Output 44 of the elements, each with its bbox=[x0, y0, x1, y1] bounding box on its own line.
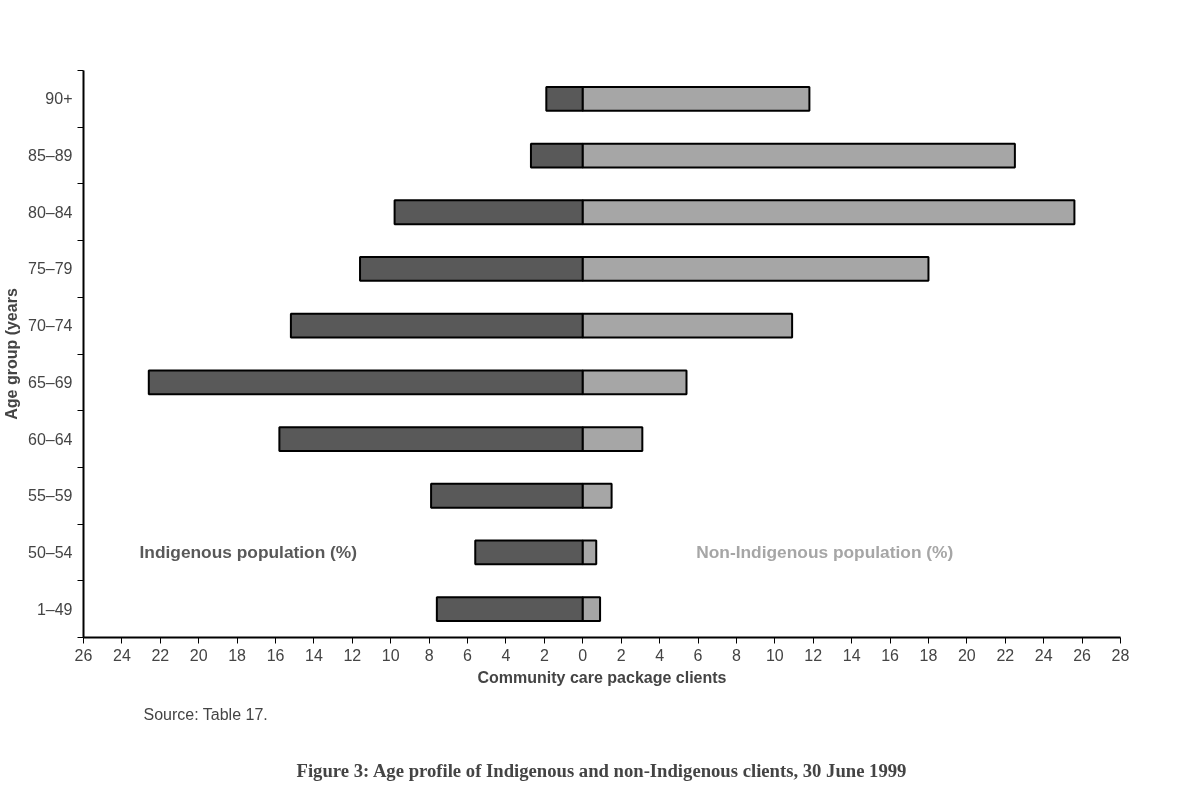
x-tick-label: 12 bbox=[343, 646, 362, 664]
x-tick-label: 6 bbox=[463, 646, 473, 664]
y-axis-title: Age group (years bbox=[3, 288, 21, 420]
x-tick-label: 8 bbox=[731, 646, 741, 664]
x-tick-label: 10 bbox=[765, 646, 784, 664]
y-tick-label: 70–74 bbox=[28, 317, 73, 335]
x-tick-label: 4 bbox=[501, 646, 511, 664]
x-tick-label: 24 bbox=[1034, 646, 1053, 664]
x-tick-label: 22 bbox=[151, 646, 170, 664]
x-tick-label: 18 bbox=[228, 646, 247, 664]
x-tick-label: 10 bbox=[381, 646, 400, 664]
text: Non-Indigenous population (%) bbox=[696, 542, 954, 563]
y-tick-label: 90+ bbox=[45, 90, 73, 108]
x-tick-label: 28 bbox=[1111, 646, 1130, 664]
x-axis-title: Community care package clients bbox=[477, 668, 727, 686]
x-tick-label: 12 bbox=[804, 646, 823, 664]
y-tick-label: 85–89 bbox=[28, 147, 73, 165]
x-tick-label: 20 bbox=[957, 646, 976, 664]
text: Indigenous population (%) bbox=[139, 542, 358, 563]
y-tick-label: 50–54 bbox=[28, 543, 73, 561]
x-tick-label: 26 bbox=[1073, 646, 1092, 664]
source-note: Source: Table 17. bbox=[143, 705, 268, 723]
y-tick-label: 60–64 bbox=[28, 430, 73, 448]
x-tick-label: 6 bbox=[693, 646, 703, 664]
x-tick-label: 26 bbox=[74, 646, 93, 664]
x-tick-label: 18 bbox=[919, 646, 938, 664]
x-tick-label: 24 bbox=[113, 646, 131, 664]
y-tick-label: 1–49 bbox=[36, 600, 73, 618]
x-tick-label: 2 bbox=[539, 646, 549, 664]
x-tick-label: 4 bbox=[655, 646, 665, 664]
y-tick-label: 80–84 bbox=[28, 203, 73, 221]
x-tick-label: 22 bbox=[996, 646, 1015, 664]
x-tick-label: 16 bbox=[881, 646, 900, 664]
y-tick-label: 65–69 bbox=[28, 373, 73, 391]
x-tick-label: 14 bbox=[305, 646, 323, 664]
x-tick-label: 0 bbox=[578, 646, 588, 664]
y-tick-label: 55–59 bbox=[28, 487, 73, 505]
x-tick-label: 8 bbox=[424, 646, 434, 664]
x-tick-label: 20 bbox=[189, 646, 208, 664]
x-tick-label: 14 bbox=[842, 646, 861, 664]
x-tick-label: 2 bbox=[616, 646, 626, 664]
text: Figure 3: Age profile of Indigenous and non-Indigenous clients, 30 June 1999 bbox=[296, 759, 907, 781]
y-tick-label: 75–79 bbox=[28, 260, 73, 278]
x-tick-label: 16 bbox=[266, 646, 285, 664]
